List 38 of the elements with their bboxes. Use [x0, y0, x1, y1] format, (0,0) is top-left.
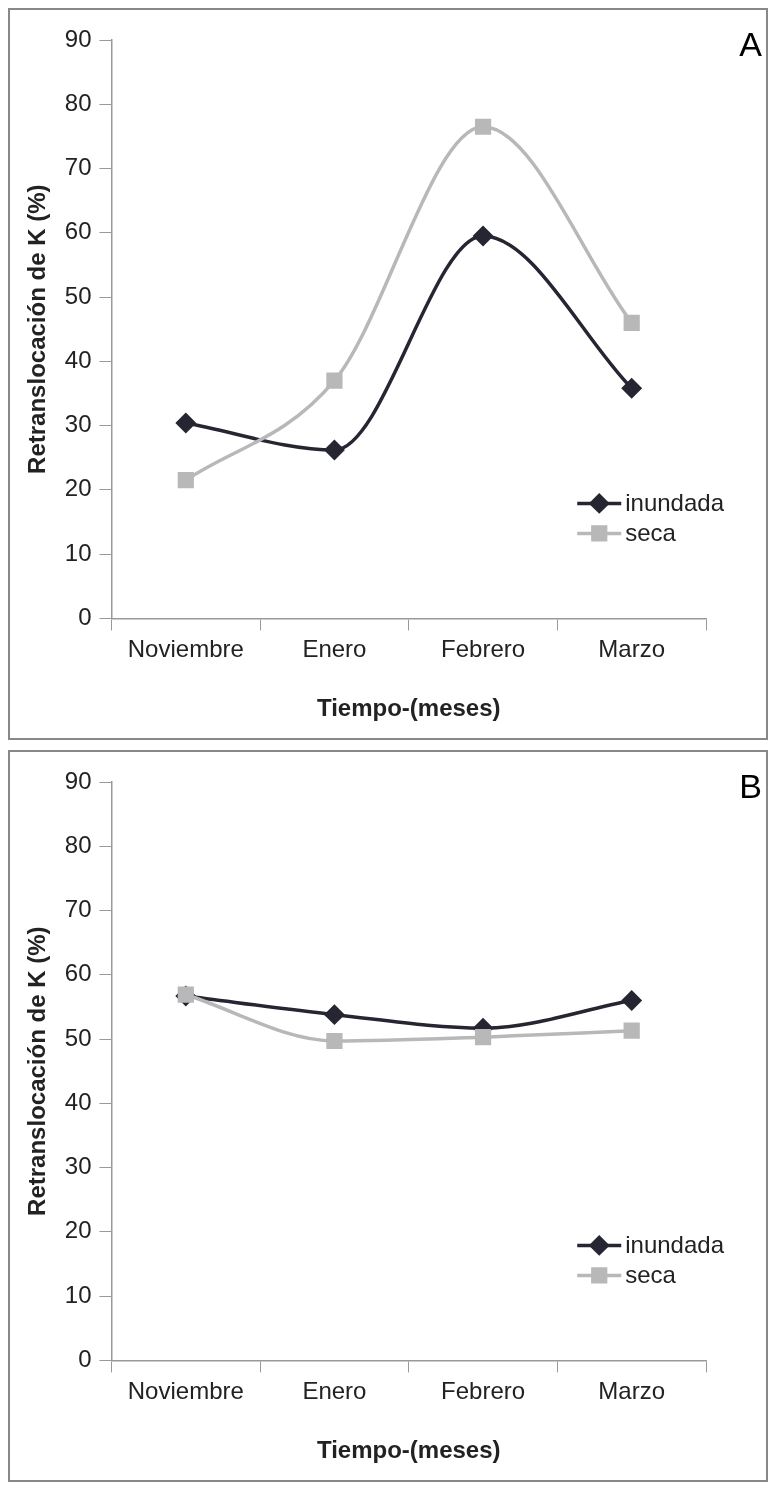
y-tick-label: 10 — [64, 1280, 92, 1308]
y-tick-label: 40 — [64, 1087, 92, 1115]
x-tick-label: Febrero — [441, 1377, 526, 1405]
x-tick-label: Febrero — [441, 635, 526, 663]
legend-label: seca — [625, 519, 677, 547]
x-axis-title: Tiempo-(meses) — [316, 1436, 501, 1464]
y-tick-label: 30 — [64, 410, 92, 438]
x-tick-label: Enero — [302, 635, 367, 663]
y-tick-label: 60 — [64, 217, 92, 245]
y-tick-label: 10 — [64, 538, 92, 566]
y-tick-label: 70 — [64, 895, 92, 923]
y-tick-label: 0 — [78, 603, 92, 631]
text: B — [739, 767, 762, 806]
y-tick-label: 80 — [64, 88, 92, 116]
y-tick-label: 50 — [64, 281, 92, 309]
y-tick-label: 40 — [64, 345, 92, 373]
y-tick-label: 90 — [64, 766, 92, 794]
y-tick-label: 90 — [64, 24, 92, 52]
x-axis-title: Tiempo-(meses) — [316, 694, 501, 722]
x-tick-label: Marzo — [598, 635, 666, 663]
y-tick-label: 50 — [64, 1023, 92, 1051]
legend-label: inundada — [625, 489, 725, 517]
y-tick-label: 20 — [64, 1216, 92, 1244]
y-tick-label: 60 — [64, 959, 92, 987]
x-tick-label: Noviembre — [127, 635, 244, 663]
x-tick-label: Enero — [302, 1377, 367, 1405]
y-axis-title: Retranslocación de K (%) — [23, 926, 51, 1216]
legend-label: inundada — [625, 1231, 725, 1259]
y-tick-label: 70 — [64, 153, 92, 181]
x-tick-label: Noviembre — [127, 1377, 244, 1405]
y-axis-title: Retranslocación de K (%) — [23, 184, 51, 474]
y-tick-label: 30 — [64, 1152, 92, 1180]
text: A — [739, 25, 763, 64]
y-tick-label: 20 — [64, 474, 92, 502]
legend-label: seca — [625, 1261, 677, 1289]
y-tick-label: 80 — [64, 830, 92, 858]
x-tick-label: Marzo — [598, 1377, 666, 1405]
y-tick-label: 0 — [78, 1345, 92, 1373]
